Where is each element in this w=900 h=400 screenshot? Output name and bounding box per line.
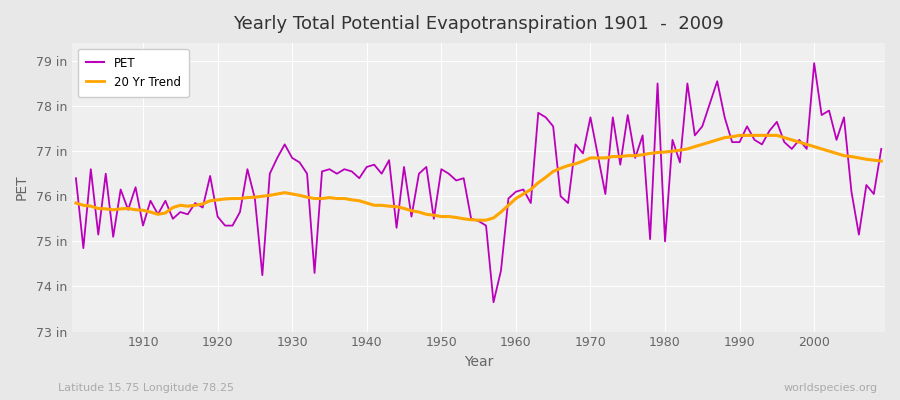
- X-axis label: Year: Year: [464, 355, 493, 369]
- Text: worldspecies.org: worldspecies.org: [783, 383, 878, 393]
- Y-axis label: PET: PET: [15, 174, 29, 200]
- Legend: PET, 20 Yr Trend: PET, 20 Yr Trend: [78, 49, 189, 97]
- Text: Latitude 15.75 Longitude 78.25: Latitude 15.75 Longitude 78.25: [58, 383, 235, 393]
- Title: Yearly Total Potential Evapotranspiration 1901  -  2009: Yearly Total Potential Evapotranspiratio…: [233, 15, 724, 33]
